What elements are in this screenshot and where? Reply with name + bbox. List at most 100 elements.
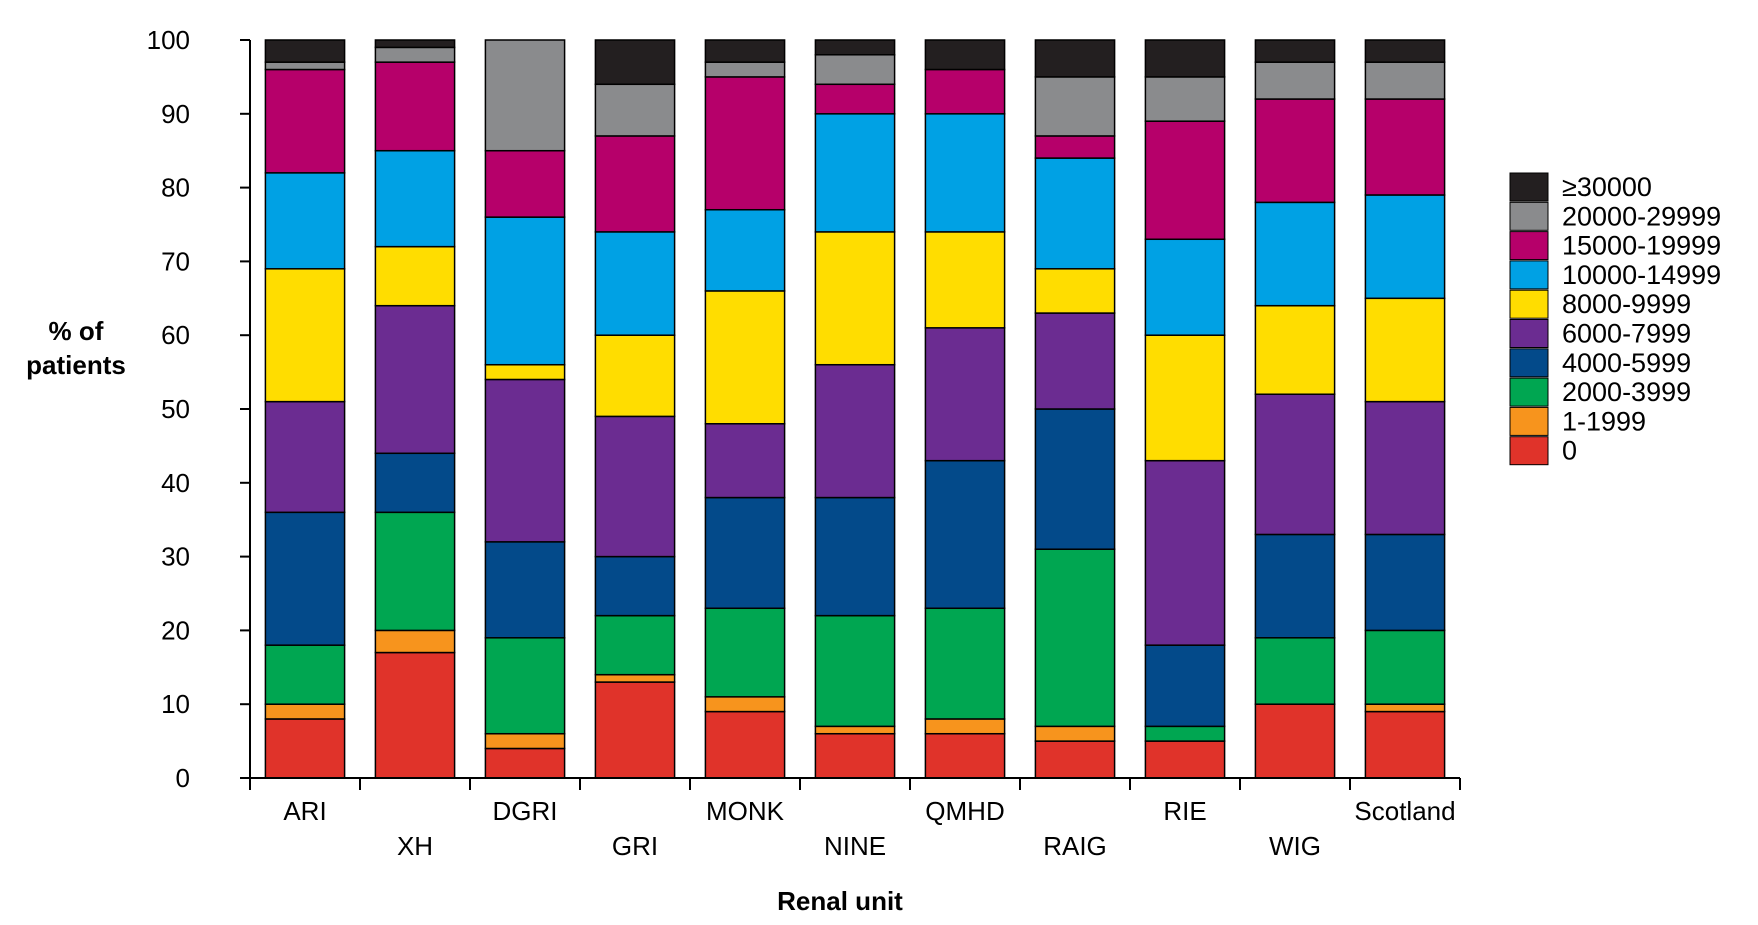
legend-label: 0 <box>1562 436 1577 466</box>
bar-segment <box>484 637 566 735</box>
y-tick-label: 70 <box>161 246 190 276</box>
bar-segment <box>1364 400 1446 536</box>
legend-swatch <box>1509 260 1549 290</box>
y-tick-label: 40 <box>161 468 190 498</box>
y-tick-label: 90 <box>161 99 190 129</box>
bar-nine <box>814 39 896 779</box>
bar-segment <box>1144 238 1226 336</box>
bar-segment <box>594 555 676 617</box>
bar-segment <box>374 304 456 455</box>
bar-segment <box>814 54 896 86</box>
bar-segment <box>1144 76 1226 122</box>
x-axis-label: Renal unit <box>777 886 903 916</box>
x-tick-label: Scotland <box>1354 796 1455 826</box>
bar-segment <box>1364 194 1446 300</box>
bar-segment <box>1364 533 1446 632</box>
bar-segment <box>704 710 786 779</box>
bar-segment <box>1144 39 1226 78</box>
bar-segment <box>1144 740 1226 779</box>
bar-qmhd <box>924 39 1006 779</box>
bar-segment <box>264 39 346 63</box>
legend-label: 8000-9999 <box>1562 289 1691 319</box>
bar-dgri <box>484 39 566 779</box>
bar-segment <box>814 496 896 617</box>
x-tick-label: NINE <box>824 831 886 861</box>
legend-swatch <box>1509 406 1549 436</box>
bar-raig <box>1034 39 1116 779</box>
y-tick-label: 100 <box>147 25 190 55</box>
bar-segment <box>1144 459 1226 646</box>
y-tick-label: 50 <box>161 394 190 424</box>
bar-gri <box>594 39 676 779</box>
bar-wig <box>1254 39 1336 779</box>
bar-segment <box>704 290 786 425</box>
bar-segment <box>1254 533 1336 639</box>
bar-segment <box>1034 740 1116 779</box>
bar-segment <box>484 363 566 381</box>
bar-segment <box>924 718 1006 735</box>
bars <box>264 39 1446 779</box>
bar-segment <box>594 681 676 779</box>
bar-segment <box>374 245 456 307</box>
bar-segment <box>814 725 896 735</box>
bar-segment <box>924 68 1006 115</box>
bar-segment <box>374 46 456 63</box>
y-tick-label: 20 <box>161 615 190 645</box>
bar-segment <box>594 614 676 676</box>
bar-segment <box>374 511 456 632</box>
bar-segment <box>264 703 346 720</box>
bar-segment <box>374 61 456 152</box>
legend-swatch <box>1509 172 1549 202</box>
legend: ≥3000020000-2999915000-1999910000-149998… <box>1509 172 1721 466</box>
bar-segment <box>924 607 1006 720</box>
bar-segment <box>374 452 456 514</box>
bar-segment <box>1034 39 1116 78</box>
y-axis: 0 10 20 30 40 50 60 70 80 90 100 <box>147 25 251 793</box>
bar-segment <box>814 363 896 499</box>
bar-segment <box>484 39 566 152</box>
x-tick-label: DGRI <box>493 796 558 826</box>
bar-segment <box>1254 98 1336 204</box>
bar-segment <box>814 231 896 366</box>
legend-swatch <box>1509 348 1549 378</box>
bar-segment <box>264 511 346 646</box>
bar-segment <box>814 39 896 56</box>
bar-segment <box>1144 120 1226 241</box>
bar-segment <box>704 208 786 292</box>
bar-segment <box>484 216 566 366</box>
bar-segment <box>594 231 676 336</box>
legend-swatch <box>1509 377 1549 407</box>
bar-segment <box>814 113 896 233</box>
bar-segment <box>374 629 456 654</box>
bar-segment <box>924 732 1006 779</box>
bar-segment <box>704 607 786 698</box>
bar-segment <box>264 68 346 174</box>
bar-segment <box>1034 157 1116 270</box>
bar-segment <box>484 732 566 750</box>
bar-segment <box>264 400 346 514</box>
legend-label: 10000-14999 <box>1562 260 1721 290</box>
bar-segment <box>1034 725 1116 742</box>
bar-segment <box>704 39 786 63</box>
y-tick-label: 0 <box>176 763 190 793</box>
x-tick-label: MONK <box>706 796 785 826</box>
bar-segment <box>924 39 1006 71</box>
bar-segment <box>924 231 1006 329</box>
bar-segment <box>1254 39 1336 63</box>
bar-segment <box>1144 725 1226 742</box>
bar-segment <box>264 718 346 779</box>
bar-segment <box>484 541 566 639</box>
bar-segment <box>264 644 346 705</box>
bar-segment <box>594 673 676 683</box>
bar-scotland <box>1364 39 1446 779</box>
bar-segment <box>264 172 346 270</box>
bar-segment <box>704 496 786 610</box>
bar-segment <box>1144 644 1226 728</box>
bar-xh <box>374 39 456 779</box>
bar-ari <box>264 39 346 779</box>
bar-segment <box>924 459 1006 610</box>
bar-segment <box>1254 304 1336 395</box>
bar-segment <box>814 732 896 779</box>
bar-segment <box>1034 135 1116 159</box>
